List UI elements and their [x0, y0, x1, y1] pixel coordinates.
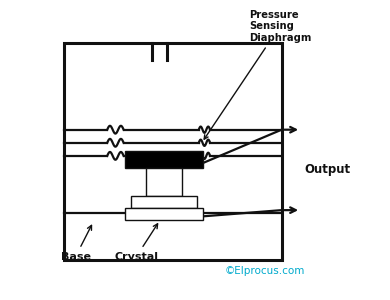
Bar: [146, 168, 181, 196]
Bar: [125, 208, 203, 220]
Bar: [125, 152, 203, 168]
Text: Pressure
Sensing
Diaphragm: Pressure Sensing Diaphragm: [204, 10, 311, 139]
Text: ©Elprocus.com: ©Elprocus.com: [225, 266, 305, 277]
Text: Crystal: Crystal: [114, 224, 158, 262]
Bar: [131, 196, 197, 208]
Bar: [64, 43, 282, 260]
Text: Base: Base: [60, 225, 92, 262]
Text: Output: Output: [304, 164, 350, 176]
